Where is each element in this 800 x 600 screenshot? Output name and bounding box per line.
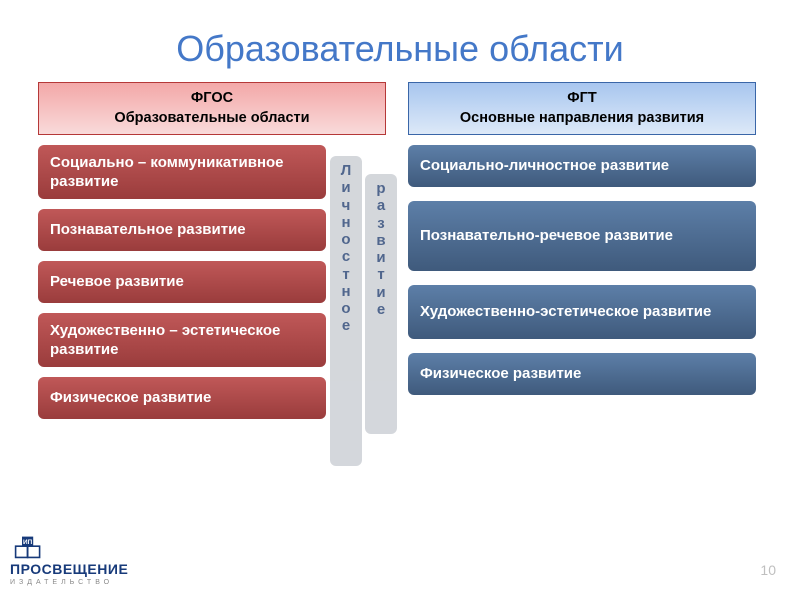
right-item-label: Художественно-эстетическое развитие [420, 302, 711, 322]
logo-icon: ИП [14, 535, 46, 559]
page-number: 10 [760, 562, 776, 578]
left-item: Познавательное развитие [38, 209, 326, 251]
right-column: ФГТ Основные направления развития Социал… [408, 82, 756, 419]
left-item: Художественно – эстетическое развитие [38, 313, 326, 367]
left-item-label: Физическое развитие [50, 388, 211, 408]
left-header-line2: Образовательные области [47, 109, 377, 129]
right-item: Познавательно-речевое развитие [408, 201, 756, 271]
left-header-line1: ФГОС [47, 89, 377, 109]
right-header: ФГТ Основные направления развития [408, 82, 756, 135]
right-item: Физическое развитие [408, 353, 756, 395]
left-item-label: Художественно – эстетическое развитие [50, 321, 314, 360]
right-item-label: Физическое развитие [420, 364, 581, 384]
left-item: Физическое развитие [38, 377, 326, 419]
left-header: ФГОС Образовательные области [38, 82, 386, 135]
right-item-label: Социально-личностное развитие [420, 156, 669, 176]
svg-text:ИП: ИП [23, 539, 33, 546]
publisher-logo: ИП ПРОСВЕЩЕНИЕ ИЗДАТЕЛЬСТВО [10, 535, 128, 586]
vertical-strip: развитие [365, 174, 397, 434]
right-header-line1: ФГТ [417, 89, 747, 109]
vertical-strip: Личностное [330, 156, 362, 466]
right-item: Художественно-эстетическое развитие [408, 285, 756, 339]
page-title: Образовательные области [0, 0, 800, 82]
left-item-label: Социально – коммуникативное развитие [50, 153, 314, 192]
columns-wrap: ФГОС Образовательные области Социально –… [0, 82, 800, 419]
left-item-label: Познавательное развитие [50, 220, 246, 240]
left-item: Социально – коммуникативное развитие [38, 145, 326, 199]
left-item-label: Речевое развитие [50, 272, 184, 292]
logo-subtext: ИЗДАТЕЛЬСТВО [10, 579, 128, 586]
logo-text: ПРОСВЕЩЕНИЕ [10, 561, 128, 577]
right-item-label: Познавательно-речевое развитие [420, 226, 673, 246]
right-header-line2: Основные направления развития [417, 109, 747, 129]
right-item: Социально-личностное развитие [408, 145, 756, 187]
left-item: Речевое развитие [38, 261, 326, 303]
right-items: Социально-личностное развитие Познаватель… [408, 145, 756, 395]
